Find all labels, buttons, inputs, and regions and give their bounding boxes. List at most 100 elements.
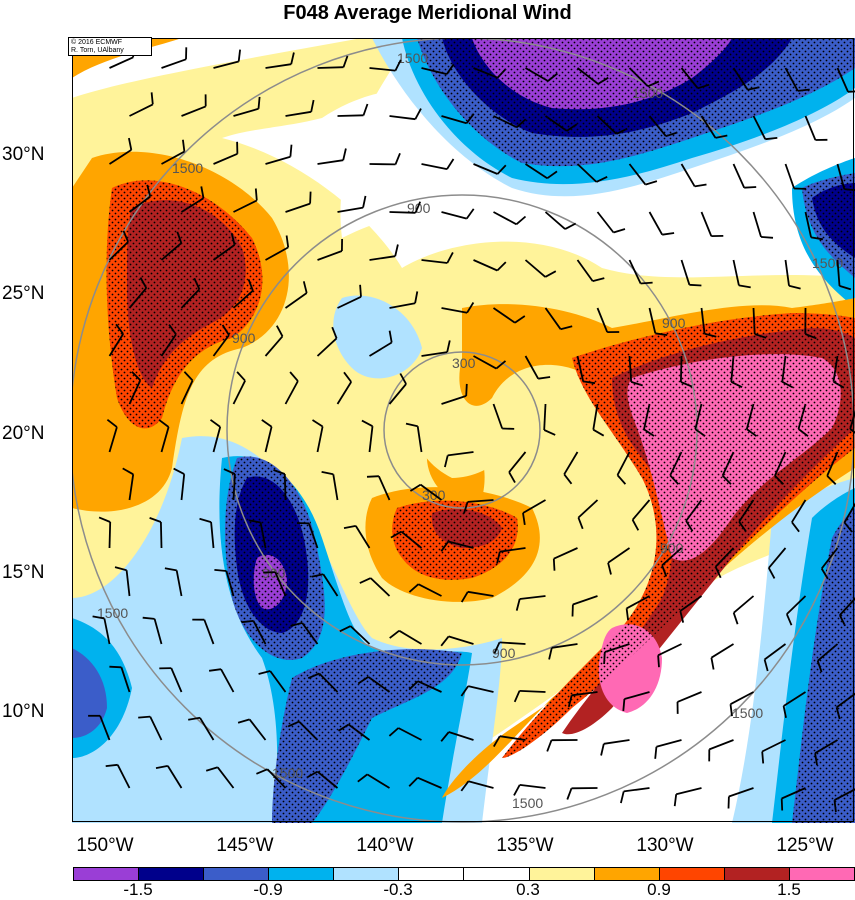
wind-barb — [596, 211, 615, 234]
wind-barb-feather — [761, 751, 765, 764]
wind-barb-feather — [647, 80, 660, 88]
lat-label-20n: 20°N — [2, 423, 45, 444]
wind-barb-feather — [804, 333, 817, 340]
wind-barb — [626, 595, 650, 610]
colorbar-swatch — [399, 868, 465, 880]
colorbar-swatch — [334, 868, 400, 880]
wind-barb — [623, 787, 650, 793]
wind-barb — [441, 211, 467, 220]
wind-barb — [370, 577, 391, 597]
wind-barb-feather — [592, 277, 605, 282]
wind-barb-feather — [150, 92, 154, 105]
wind-barb-feather — [92, 615, 105, 620]
wind-barb — [730, 691, 754, 705]
wind-barb — [781, 787, 806, 800]
wind-barb — [417, 776, 442, 789]
wind-barb-feather — [697, 83, 710, 90]
wind-barb — [836, 692, 855, 709]
wind-barb — [108, 521, 112, 549]
wind-barb-feather — [146, 184, 152, 197]
wind-barb — [108, 426, 118, 453]
wind-barb — [781, 355, 787, 382]
wind-barb — [519, 784, 546, 789]
map-svg: 300 300 900 900 900 900 900 900 1500 150… — [72, 38, 855, 823]
wind-barb-feather — [785, 613, 793, 626]
wind-barb-feather — [131, 371, 141, 381]
wind-barb-feather — [645, 180, 658, 186]
wind-barb-feather — [715, 134, 728, 139]
colorbar-swatch — [269, 868, 335, 880]
wind-barb — [212, 334, 230, 357]
wind-barb — [108, 333, 124, 357]
wind-barb-feather — [744, 186, 757, 189]
wind-barb — [266, 768, 287, 789]
wind-barb — [628, 163, 647, 186]
wind-barb — [269, 670, 287, 693]
credit-box: © 2016 ECMWF R. Torn, UAlbany — [68, 37, 152, 56]
wind-barb-feather — [409, 483, 422, 492]
wind-barb — [473, 67, 498, 79]
wind-barb — [680, 259, 691, 286]
wind-barb-feather — [306, 770, 318, 779]
lon-label-150w: 150°W — [76, 835, 134, 856]
wind-barb — [317, 159, 344, 165]
colorbar-swatch — [529, 868, 595, 880]
wind-barb-feather — [359, 284, 362, 297]
ring-label-900-southeast: 900 — [660, 540, 684, 556]
wind-barb — [732, 163, 746, 189]
wind-barb-feather — [780, 798, 784, 811]
wind-barbs — [88, 45, 855, 813]
wind-barb — [109, 56, 134, 69]
wind-barb-feather — [114, 566, 127, 572]
wind-barb-feather — [465, 383, 468, 396]
wind-barb-feather — [389, 629, 400, 639]
wind-barb — [160, 426, 170, 453]
wind-barb-feather — [522, 512, 526, 526]
wind-barb — [499, 735, 526, 741]
wind-barb — [784, 67, 799, 92]
wind-barb — [797, 403, 807, 430]
colorbar-label-5: 0.9 — [647, 880, 671, 899]
wind-barb — [836, 163, 846, 190]
wind-barb — [752, 211, 762, 238]
wind-barb — [563, 451, 579, 475]
colorbar-swatch — [724, 868, 790, 880]
wind-barb-feather — [689, 283, 702, 287]
wind-barb — [467, 499, 494, 503]
wind-barb-feather — [460, 780, 470, 792]
wind-barb — [804, 115, 817, 141]
wind-barb-feather — [460, 591, 469, 603]
wind-barb — [128, 474, 135, 501]
wind-barb — [700, 211, 713, 237]
wind-barb — [784, 259, 790, 286]
wind-barb-feather — [399, 373, 407, 385]
wind-barb — [752, 307, 756, 335]
wind-barb-feather — [273, 469, 286, 475]
wind-barb-feather — [446, 158, 455, 170]
wind-barb — [265, 246, 289, 261]
wind-barb-feather — [596, 175, 608, 183]
wind-barb — [378, 475, 391, 501]
wind-barb — [283, 473, 287, 501]
wind-barb-feather — [710, 657, 715, 670]
wind-barb — [761, 739, 786, 753]
wind-barb-feather — [616, 127, 628, 135]
wind-barb-feather — [622, 698, 626, 711]
wind-barb-feather — [182, 139, 186, 152]
wind-barb — [369, 67, 396, 72]
stipple-core — [392, 500, 518, 580]
wind-barb — [199, 717, 215, 741]
wind-barb-feather — [200, 186, 205, 199]
wind-barb-feather — [768, 567, 776, 579]
wind-barb — [265, 63, 292, 69]
wind-barb — [213, 152, 238, 165]
wind-barb-feather — [155, 765, 168, 769]
wind-barb-feather — [820, 568, 829, 580]
wind-barb — [421, 259, 448, 264]
wind-barb-feather — [620, 791, 625, 804]
wind-barb — [180, 474, 186, 501]
ring-label-900-north: 900 — [407, 200, 431, 216]
wind-barb — [624, 691, 650, 700]
wind-barb-feather — [408, 583, 419, 593]
wind-barb — [416, 426, 423, 453]
